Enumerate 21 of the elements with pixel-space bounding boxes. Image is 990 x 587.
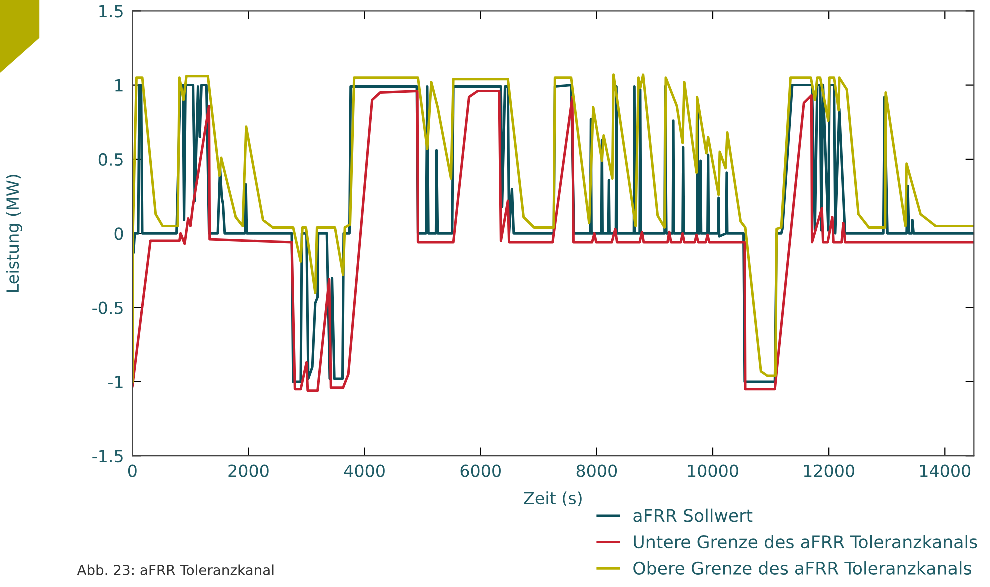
- x-tick-label: 4000: [344, 464, 385, 478]
- legend-label: Untere Grenze des aFRR Toleranzkanals: [634, 535, 978, 549]
- y-tick-label: 0: [114, 228, 124, 240]
- x-tick-label: 8000: [576, 464, 618, 478]
- legend-label: Obere Grenze des aFRR Toleranzkanals: [634, 562, 972, 575]
- caption: Abb. 23: aFRR Toleranzkanal: [77, 564, 274, 576]
- x-axis-title: Zeit (s): [524, 492, 582, 507]
- legend-label: aFRR Sollwert: [634, 508, 753, 522]
- y-tick-label: -1.5: [92, 450, 123, 463]
- x-tick-label: 0: [128, 464, 137, 478]
- y-tick-label: 1: [116, 79, 123, 92]
- x-tick-label: 12000: [804, 464, 854, 478]
- y-tick-label: 1.5: [100, 5, 123, 18]
- y-tick-label: 0.5: [98, 153, 123, 166]
- y-tick-label: -1: [108, 376, 123, 388]
- x-tick-label: 6000: [460, 464, 501, 478]
- x-tick-label: 10000: [688, 464, 738, 478]
- y-axis-title: Leistung (MW): [6, 175, 22, 292]
- x-tick-label: 14000: [920, 464, 971, 478]
- y-tick-label: -0.5: [92, 302, 123, 314]
- x-tick-label: 2000: [228, 464, 269, 478]
